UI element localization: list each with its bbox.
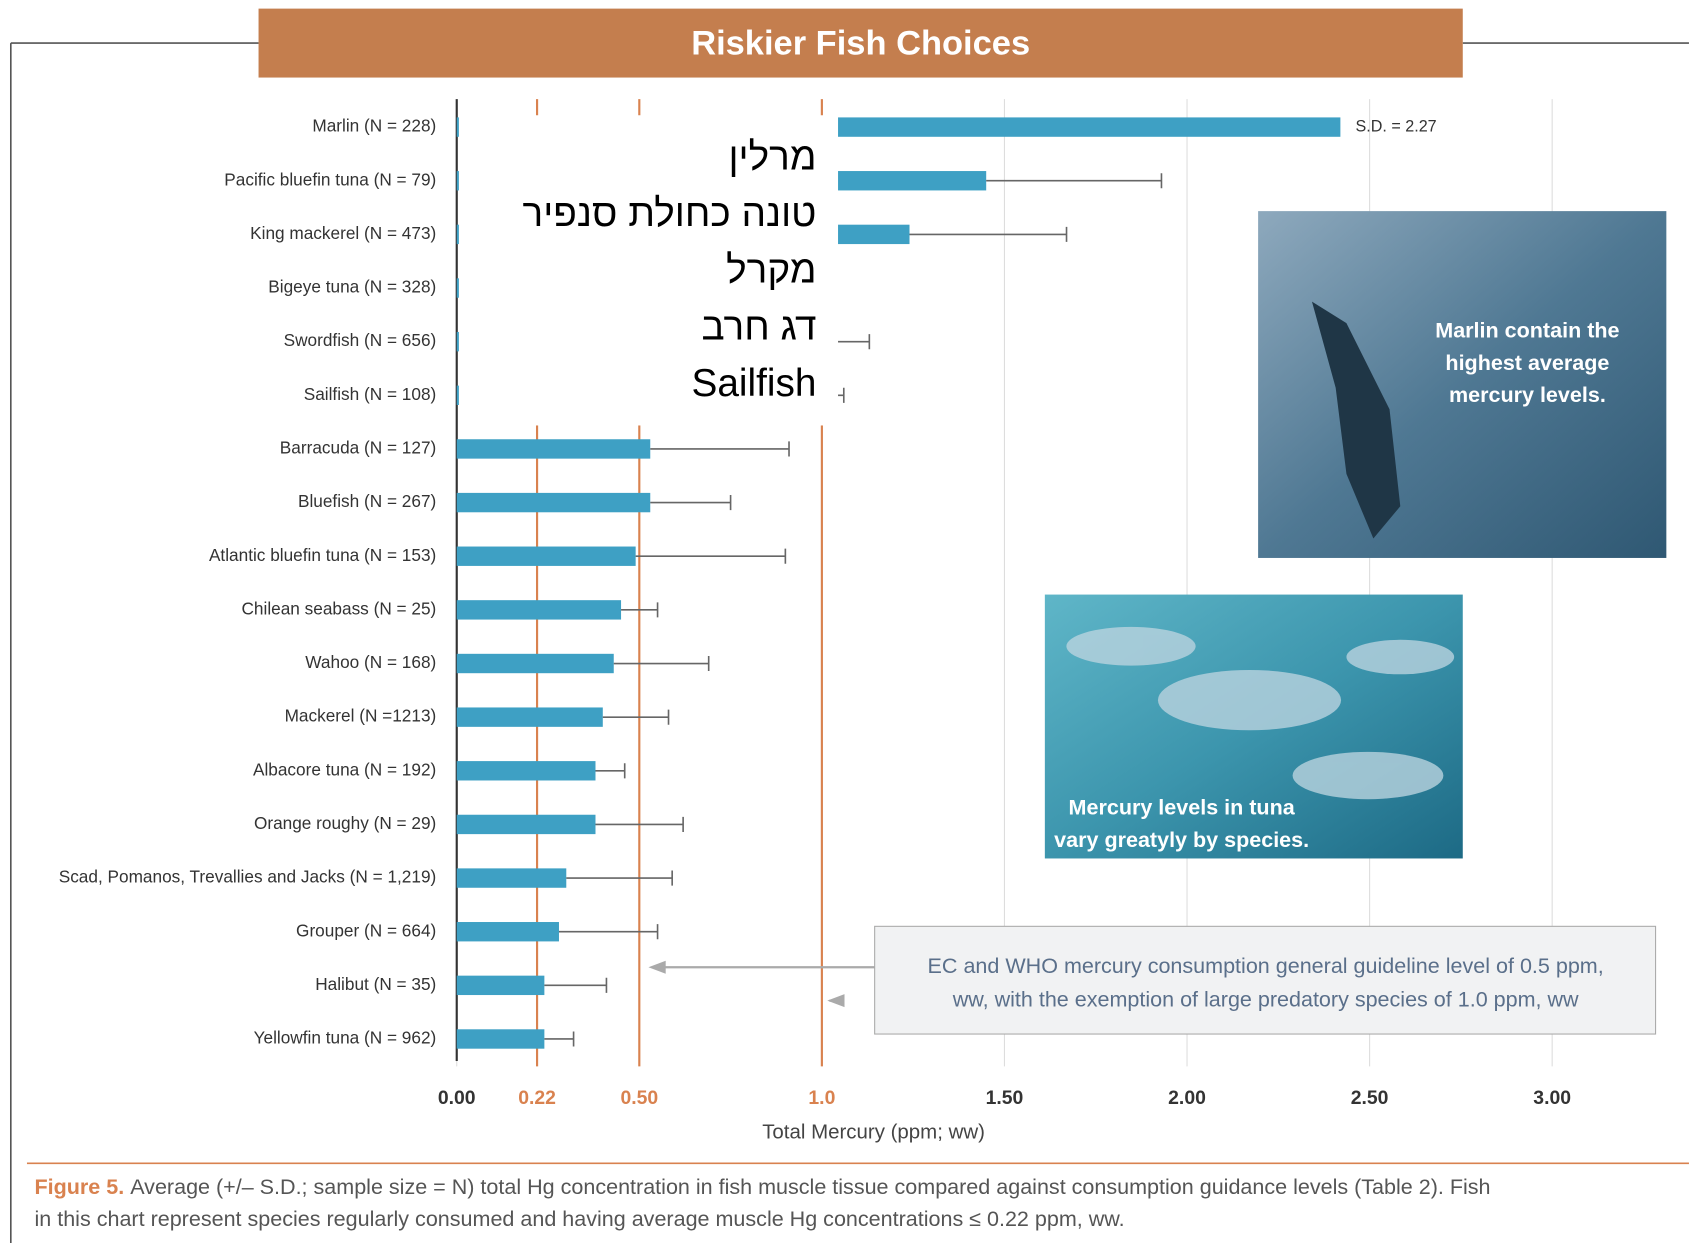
page: Riskier Fish Choices Total Mercury (ppm;… [0,0,1689,1243]
error-bar [636,549,786,564]
x-tick-label: 0.22 [518,1087,556,1109]
bar [457,868,567,887]
caption-line: Average (+/– S.D.; sample size = N) tota… [130,1175,1490,1199]
x-axis-label: Total Mercury (ppm; ww) [762,1121,985,1144]
error-bar [544,1031,573,1046]
photo-caption: highest average [1445,351,1609,375]
error-bar [544,978,606,993]
photo-caption: Mercury levels in tuna [1069,796,1296,820]
overlay-label: Sailfish [692,362,817,405]
bar [457,815,596,834]
bar [457,600,621,619]
y-tick-label: Pacific bluefin tuna (N = 79) [224,169,436,189]
y-tick-label: Sailfish (N = 108) [304,384,437,404]
x-tick-label: 1.0 [808,1087,835,1109]
figure-caption: Figure 5. Average (+/– S.D.; sample size… [35,1175,1491,1199]
bar [457,493,651,512]
y-tick-label: Wahoo (N = 168) [305,652,436,672]
bar [457,654,614,673]
y-tick-label: Yellowfin tuna (N = 962) [254,1028,437,1048]
error-bar [910,227,1067,242]
photo-caption: vary greatyly by species. [1054,828,1309,852]
x-tick-label: 0.00 [438,1087,476,1109]
overlay-label: טונה כחולת סנפיר [523,192,817,235]
callout-box [875,926,1656,1034]
error-bar [559,924,658,939]
overlay-label: מקרל [726,249,816,292]
bar [457,707,603,726]
x-tick-label: 3.00 [1533,1087,1571,1109]
overlay-label: דג חרב [702,305,817,348]
y-tick-label: Bigeye tuna (N = 328) [268,277,436,297]
photo-caption: Marlin contain the [1435,318,1619,342]
x-tick-label: 1.50 [986,1087,1024,1109]
error-bar [603,710,669,725]
bar [457,761,596,780]
chart-title: Riskier Fish Choices [691,24,1030,62]
x-tick-label: 2.50 [1351,1087,1389,1109]
y-tick-label: Marlin (N = 228) [312,116,436,136]
y-tick-label: Atlantic bluefin tuna (N = 153) [209,545,436,565]
bar [457,922,559,941]
figure-label: Figure 5. [35,1175,125,1199]
bar [457,439,651,458]
overlay-label: מרלין [728,136,816,179]
photo-caption: mercury levels. [1449,383,1606,407]
caption-line: in this chart represent species regularl… [35,1207,1125,1231]
callout-text: ww, with the exemption of large predator… [952,987,1579,1011]
callout-text: EC and WHO mercury consumption general g… [928,954,1604,978]
y-tick-label: Bluefish (N = 267) [298,491,436,511]
error-bar [614,656,709,671]
error-bar [650,495,730,510]
x-tick-label: 0.50 [620,1087,658,1109]
y-tick-label: Barracuda (N = 127) [280,437,436,457]
error-bar [566,871,672,886]
bar [457,547,636,566]
error-bar [595,763,624,778]
y-tick-label: Orange roughy (N = 29) [254,813,436,833]
error-bar [986,173,1161,188]
y-tick-label: King mackerel (N = 473) [250,223,436,243]
y-tick-label: Scad, Pomanos, Trevallies and Jacks (N =… [59,867,437,887]
y-tick-label: Halibut (N = 35) [315,974,436,994]
bar [457,1029,545,1048]
y-tick-label: Grouper (N = 664) [296,920,436,940]
x-tick-label: 2.00 [1168,1087,1206,1109]
error-bar [650,441,789,456]
y-tick-label: Mackerel (N =1213) [285,706,437,726]
chart: Riskier Fish Choices Total Mercury (ppm;… [0,0,1689,1243]
y-tick-label: Albacore tuna (N = 192) [253,759,436,779]
y-tick-label: Swordfish (N = 656) [284,330,437,350]
y-tick-label: Chilean seabass (N = 25) [241,598,436,618]
error-label: S.D. = 2.27 [1355,117,1436,135]
bar [457,976,545,995]
